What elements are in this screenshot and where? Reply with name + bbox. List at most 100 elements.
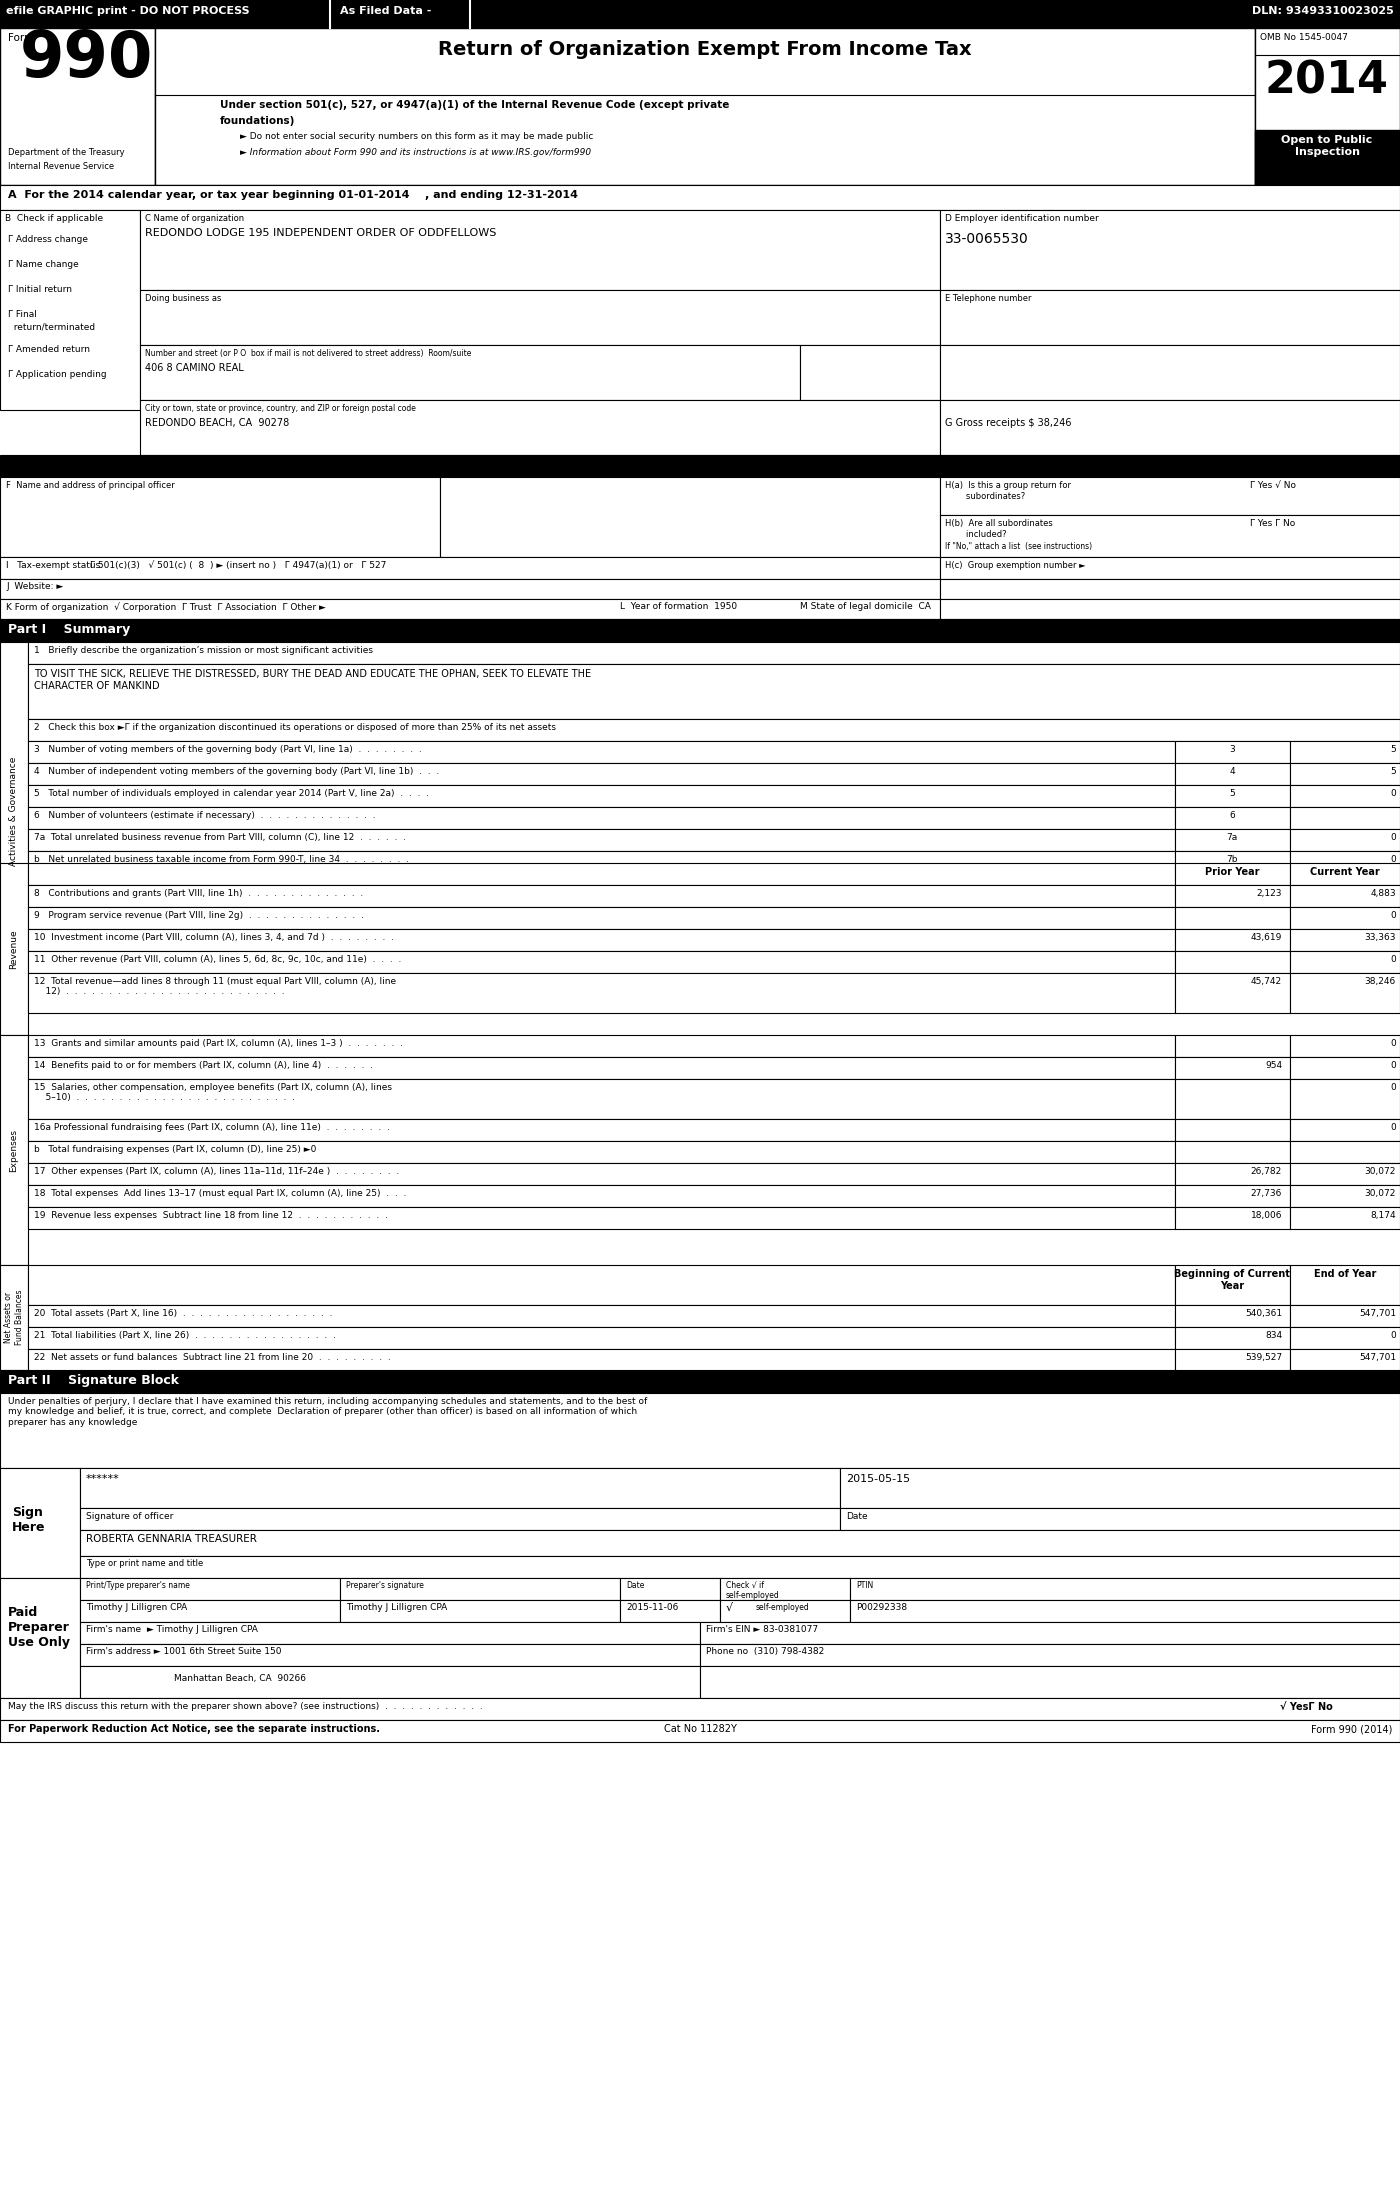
Text: Beginning of Current
Year: Beginning of Current Year [1175, 1269, 1289, 1291]
Text: 5   Total number of individuals employed in calendar year 2014 (Part V, line 2a): 5 Total number of individuals employed i… [34, 789, 428, 798]
Text: 0: 0 [1390, 833, 1396, 842]
Bar [1289, 741, 1400, 763]
Bar [0, 1265, 28, 1370]
Text: Part II    Signature Block: Part II Signature Block [8, 1374, 179, 1388]
Bar [28, 951, 1175, 973]
Bar [80, 1644, 700, 1666]
Text: G Gross receipts $ 38,246: G Gross receipts $ 38,246 [945, 419, 1071, 427]
Text: foundations): foundations) [220, 116, 295, 125]
Text: 5: 5 [1229, 789, 1235, 798]
Bar [440, 478, 939, 557]
Bar [0, 579, 939, 598]
Text: 7a  Total unrelated business revenue from Part VIII, column (C), line 12  .  .  : 7a Total unrelated business revenue from… [34, 833, 406, 842]
Bar [80, 1508, 840, 1530]
Bar [1175, 973, 1289, 1013]
Bar [28, 1164, 1175, 1186]
Text: 990: 990 [20, 28, 154, 90]
Bar [0, 557, 939, 579]
Bar [28, 741, 1175, 763]
Text: Timothy J Lilligren CPA: Timothy J Lilligren CPA [346, 1602, 447, 1611]
Text: Preparer's signature: Preparer's signature [346, 1580, 424, 1589]
Bar [1175, 1326, 1289, 1348]
Text: 26,782: 26,782 [1250, 1166, 1282, 1175]
Text: Revenue: Revenue [10, 929, 18, 969]
Text: Γ Final: Γ Final [8, 309, 36, 320]
Text: H(c)  Group exemption number ►: H(c) Group exemption number ► [945, 561, 1085, 570]
Bar [0, 28, 1400, 184]
Bar [28, 1035, 1175, 1057]
Text: TO VISIT THE SICK, RELIEVE THE DISTRESSED, BURY THE DEAD AND EDUCATE THE OPHAN, : TO VISIT THE SICK, RELIEVE THE DISTRESSE… [34, 669, 591, 690]
Text: 0: 0 [1390, 1331, 1396, 1339]
Bar [0, 210, 140, 410]
Text: 21  Total liabilities (Part X, line 26)  .  .  .  .  .  .  .  .  .  .  .  .  .  : 21 Total liabilities (Part X, line 26) .… [34, 1331, 336, 1339]
Text: self-employed: self-employed [756, 1602, 809, 1611]
Bar [28, 1304, 1175, 1326]
Bar [28, 719, 1400, 741]
Bar [939, 598, 1400, 618]
Bar [620, 1578, 720, 1600]
Bar [28, 829, 1175, 850]
Bar [1289, 1326, 1400, 1348]
Text: 11  Other revenue (Part VIII, column (A), lines 5, 6d, 8c, 9c, 10c, and 11e)  . : 11 Other revenue (Part VIII, column (A),… [34, 956, 402, 964]
Bar [0, 1469, 80, 1578]
Text: Check √ if
self-employed: Check √ if self-employed [727, 1580, 780, 1600]
Text: 540,361: 540,361 [1245, 1309, 1282, 1317]
Text: 0: 0 [1390, 1061, 1396, 1070]
Text: 3   Number of voting members of the governing body (Part VI, line 1a)  .  .  .  : 3 Number of voting members of the govern… [34, 745, 421, 754]
Text: City or town, state or province, country, and ZIP or foreign postal code: City or town, state or province, country… [146, 403, 416, 412]
Text: 834: 834 [1264, 1331, 1282, 1339]
Text: 33-0065530: 33-0065530 [945, 232, 1029, 246]
Text: ******: ****** [85, 1473, 120, 1484]
Text: 6   Number of volunteers (estimate if necessary)  .  .  .  .  .  .  .  .  .  .  : 6 Number of volunteers (estimate if nece… [34, 811, 375, 820]
Text: B  Check if applicable: B Check if applicable [6, 215, 104, 224]
Text: 547,701: 547,701 [1359, 1352, 1396, 1361]
Text: E Telephone number: E Telephone number [945, 294, 1032, 302]
Bar [1175, 829, 1289, 850]
Bar [1289, 763, 1400, 785]
Bar [1175, 907, 1289, 929]
Text: 9   Program service revenue (Part VIII, line 2g)  .  .  .  .  .  .  .  .  .  .  : 9 Program service revenue (Part VIII, li… [34, 912, 364, 921]
Text: 18,006: 18,006 [1250, 1210, 1282, 1221]
Bar [1175, 929, 1289, 951]
Text: Part I    Summary: Part I Summary [8, 623, 130, 636]
Bar [1175, 886, 1289, 907]
Text: 7b: 7b [1226, 855, 1238, 864]
Text: 12  Total revenue—add lines 8 through 11 (must equal Part VIII, column (A), line: 12 Total revenue—add lines 8 through 11 … [34, 978, 396, 997]
Text: 13  Grants and similar amounts paid (Part IX, column (A), lines 1–3 )  .  .  .  : 13 Grants and similar amounts paid (Part… [34, 1039, 403, 1048]
Bar [340, 1578, 620, 1600]
Text: 43,619: 43,619 [1250, 934, 1282, 943]
Bar [1289, 807, 1400, 829]
Text: 30,072: 30,072 [1365, 1166, 1396, 1175]
Bar [1289, 1304, 1400, 1326]
Text: 8,174: 8,174 [1371, 1210, 1396, 1221]
Text: Γ Application pending: Γ Application pending [8, 370, 106, 379]
Text: 8   Contributions and grants (Part VIII, line 1h)  .  .  .  .  .  .  .  .  .  . : 8 Contributions and grants (Part VIII, l… [34, 890, 363, 899]
Bar [939, 557, 1400, 579]
Text: √: √ [727, 1602, 734, 1613]
Text: L  Year of formation  1950: L Year of formation 1950 [620, 603, 738, 612]
Text: 2   Check this box ►Γ if the organization discontinued its operations or dispose: 2 Check this box ►Γ if the organization … [34, 723, 556, 732]
Text: 2,123: 2,123 [1257, 890, 1282, 899]
Bar [155, 28, 1254, 184]
Text: 6: 6 [1229, 811, 1235, 820]
Text: Form: Form [8, 33, 34, 44]
Text: 2015-11-06: 2015-11-06 [626, 1602, 679, 1611]
Text: REDONDO BEACH, CA  90278: REDONDO BEACH, CA 90278 [146, 419, 290, 427]
Text: DLN: 93493310023025: DLN: 93493310023025 [1252, 7, 1394, 15]
Bar [28, 664, 1400, 719]
Text: efile GRAPHIC print - DO NOT PROCESS: efile GRAPHIC print - DO NOT PROCESS [6, 7, 249, 15]
Text: 539,527: 539,527 [1245, 1352, 1282, 1361]
Text: b   Net unrelated business taxable income from Form 990-T, line 34  .  .  .  .  : b Net unrelated business taxable income … [34, 855, 409, 864]
Text: Date: Date [846, 1512, 868, 1521]
Text: 547,701: 547,701 [1359, 1309, 1396, 1317]
Text: Γ Yes √ No: Γ Yes √ No [1250, 480, 1296, 491]
Bar [1175, 1304, 1289, 1326]
Text: REDONDO LODGE 195 INDEPENDENT ORDER OF ODDFELLOWS: REDONDO LODGE 195 INDEPENDENT ORDER OF O… [146, 228, 497, 239]
Bar [28, 1078, 1175, 1118]
Bar [620, 1600, 720, 1622]
Text: K Form of organization  √ Corporation  Γ Trust  Γ Association  Γ Other ►: K Form of organization √ Corporation Γ T… [6, 603, 326, 612]
Text: I   Tax-exempt status:: I Tax-exempt status: [6, 561, 104, 570]
Bar [939, 399, 1400, 456]
Text: Date: Date [626, 1580, 644, 1589]
Text: ROBERTA GENNARIA TREASURER: ROBERTA GENNARIA TREASURER [85, 1534, 256, 1543]
